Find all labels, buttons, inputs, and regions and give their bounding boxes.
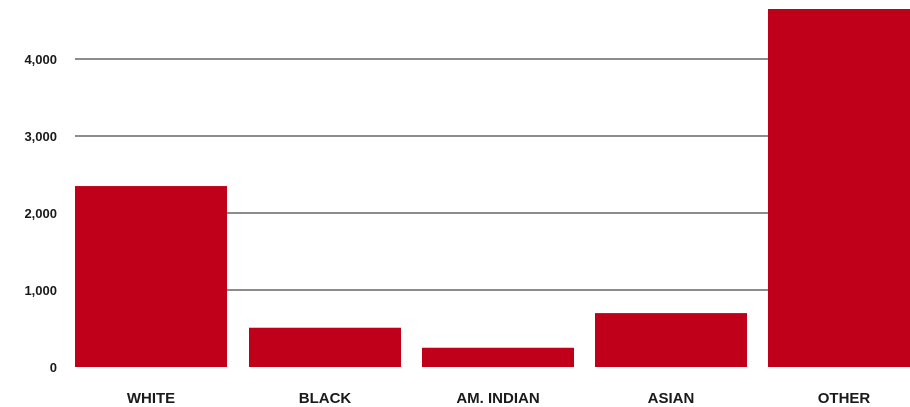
bar-black [249, 327, 401, 367]
bar-am-indian [422, 347, 574, 367]
y-tick-label: 2,000 [24, 206, 57, 221]
x-category-label: OTHER [818, 390, 871, 407]
x-category-label: ASIAN [648, 390, 695, 407]
y-axis-ticks: 0 1,000 2,000 3,000 4,000 [24, 52, 57, 375]
bar-asian [595, 313, 747, 367]
bar-white [75, 186, 227, 367]
y-tick-label: 1,000 [24, 283, 57, 298]
x-axis-categories: WHITE BLACK AM. INDIAN ASIAN OTHER [127, 390, 871, 407]
y-tick-label: 0 [50, 360, 57, 375]
bars [75, 9, 910, 367]
y-tick-label: 4,000 [24, 52, 57, 67]
bar-other [768, 9, 910, 367]
x-category-label: BLACK [299, 390, 352, 407]
x-category-label: AM. INDIAN [456, 390, 539, 407]
y-tick-label: 3,000 [24, 129, 57, 144]
x-category-label: WHITE [127, 390, 175, 407]
